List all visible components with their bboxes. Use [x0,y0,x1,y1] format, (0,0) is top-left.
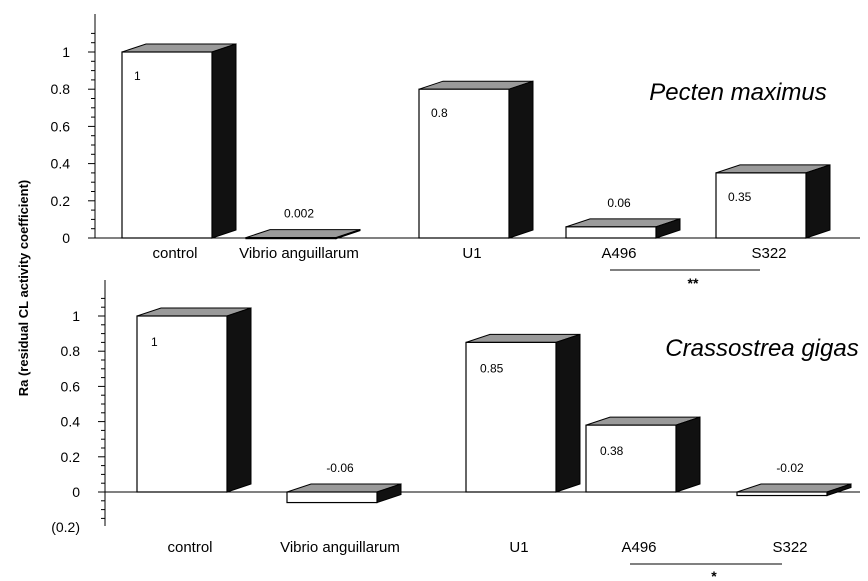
y-tick-label: 0.4 [51,156,71,172]
y-tick-label: 0.2 [61,449,81,465]
data-label: 0.8 [431,106,448,120]
y-axis-label: Ra (residual CL activity coefficient) [16,180,31,397]
data-label: 0.002 [284,207,314,221]
panel-crassostrea-gigas: Crassostrea gigas (0.2) 0 0.2 0.4 0.6 0.8 1 1 con… [51,280,860,581]
significance-marker: * [711,568,717,581]
y-tick-label: 0.2 [51,193,71,209]
y-tick-label: 0 [72,484,80,500]
bar-front-face [136,315,228,493]
bar-u1 [465,333,581,493]
bar-a496 [585,416,701,493]
bar-vibrio-anguillarum [245,228,361,240]
y-tick-label: 0.6 [61,378,81,394]
x-tick-label: A496 [601,245,636,262]
x-tick-label: S322 [751,245,786,262]
bar-front-face [245,237,337,240]
panel-title: Crassostrea gigas [665,335,858,362]
y-tick-label: 1 [72,308,80,324]
bar-front-face [286,491,378,504]
y-tick-label: 0.6 [51,118,71,134]
data-label: 1 [134,69,141,83]
x-tick-label: U1 [509,539,528,556]
bar-side-face [211,43,237,239]
x-tick-label: U1 [462,245,481,262]
x-tick-label: Vibrio anguillarum [280,539,400,556]
y-tick-label: 0.8 [51,81,71,97]
bar-a496 [565,218,681,239]
bar-side-face [675,416,701,493]
data-label: 0.06 [607,196,631,210]
panel-pecten-maximus: Pecten maximus 0 0.2 0.4 0.6 0.8 1 1 control 0.00… [51,14,860,291]
y-tick-label: (0.2) [51,519,80,535]
bar-side-face [226,307,252,493]
bar-u1 [418,80,534,239]
bar-side-face [555,333,581,493]
data-label: 0.38 [600,444,624,458]
data-label: 0.35 [728,190,752,204]
y-tick-label: 0.8 [61,343,81,359]
bar-front-face [585,424,677,493]
bar-front-face [418,88,510,239]
bar-vibrio-anguillarum [286,483,402,504]
y-tick-label: 1 [62,44,70,60]
bar-front-face [736,491,828,497]
significance-marker: ** [688,275,699,291]
data-label: -0.02 [776,461,804,475]
bar-front-face [715,172,807,239]
x-tick-label: S322 [772,539,807,556]
bar-control [121,43,237,239]
bar-s322 [715,164,831,239]
bar-control [136,307,252,493]
bar-front-face [121,51,213,239]
x-tick-label: control [167,539,212,556]
bar-side-face [508,80,534,239]
data-label: 1 [151,335,158,349]
bar-front-face [565,226,657,239]
bar-front-face [465,341,557,493]
data-label: -0.06 [326,461,354,475]
x-tick-label: A496 [621,539,656,556]
bar-side-face [805,164,831,239]
panel-title: Pecten maximus [649,79,826,106]
bar-s322 [736,483,852,497]
data-label: 0.85 [480,361,504,375]
x-tick-label: Vibrio anguillarum [239,245,359,262]
x-tick-label: control [152,245,197,262]
y-tick-label: 0 [62,230,70,246]
y-tick-label: 0.4 [61,414,81,430]
